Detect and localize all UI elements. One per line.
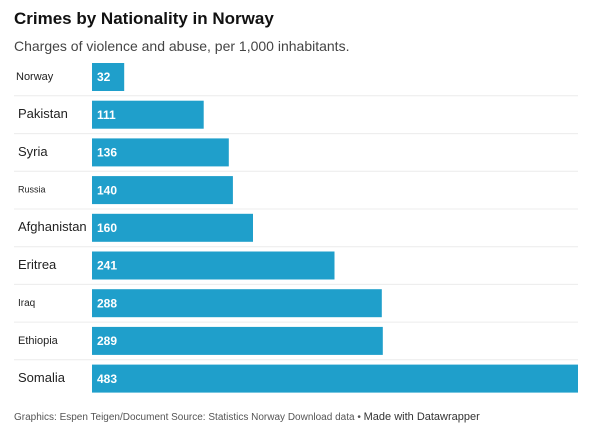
bar-somalia xyxy=(92,364,578,393)
value-label-somalia: 483 xyxy=(97,372,117,386)
chart-subtitle: Charges of violence and abuse, per 1,000… xyxy=(14,38,350,54)
bar-pakistan xyxy=(92,100,204,129)
source-credit: Graphics: Espen Teigen/Document Source: … xyxy=(14,412,355,423)
value-label-ethiopia: 289 xyxy=(97,334,117,348)
bar-eritrea xyxy=(92,251,335,280)
footer-separator: • xyxy=(357,412,361,423)
category-label-russia: Russia xyxy=(18,184,46,194)
category-label-norway: Norway xyxy=(16,71,54,83)
category-label-eritrea: Eritrea xyxy=(18,257,57,272)
value-label-eritrea: 241 xyxy=(97,259,117,273)
bar-iraq xyxy=(92,289,382,318)
category-label-pakistan: Pakistan xyxy=(18,106,68,121)
category-label-afghanistan: Afghanistan xyxy=(18,219,87,234)
bar-ethiopia xyxy=(92,326,383,355)
bar-norway xyxy=(92,63,125,91)
bar-russia xyxy=(92,176,233,205)
bar-afghanistan xyxy=(92,213,253,242)
value-label-russia: 140 xyxy=(97,183,117,197)
value-label-syria: 136 xyxy=(97,146,117,160)
bar-syria xyxy=(92,138,229,167)
category-label-ethiopia: Ethiopia xyxy=(18,335,59,347)
value-label-norway: 32 xyxy=(97,70,111,84)
chart-title: Crimes by Nationality in Norway xyxy=(14,9,274,28)
value-label-afghanistan: 160 xyxy=(97,221,117,235)
made-with-datawrapper-link[interactable]: Made with Datawrapper xyxy=(363,411,480,423)
chart-footer: Graphics: Espen Teigen/Document Source: … xyxy=(14,411,480,423)
category-label-syria: Syria xyxy=(18,144,48,159)
category-label-iraq: Iraq xyxy=(18,298,35,309)
value-label-iraq: 288 xyxy=(97,296,117,310)
category-label-somalia: Somalia xyxy=(18,370,66,385)
value-label-pakistan: 111 xyxy=(97,108,116,122)
